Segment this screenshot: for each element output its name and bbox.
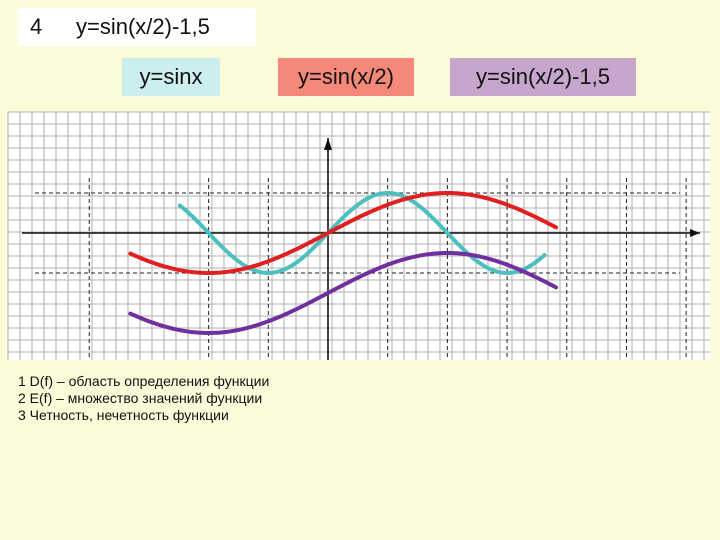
slide-title: y=sin(x/2)-1,5 bbox=[76, 14, 210, 39]
note-parity: 3 Четность, нечетность функции bbox=[18, 407, 229, 423]
curve-sin-half bbox=[128, 191, 558, 275]
y-axis-arrow bbox=[324, 138, 332, 150]
notes: 1 D(f) – область определения функции 2 E… bbox=[18, 373, 269, 424]
slide-number: 4 bbox=[30, 14, 43, 39]
curve-sinx bbox=[177, 191, 547, 275]
grid-background bbox=[8, 112, 710, 360]
legend-sinx: y=sinx bbox=[122, 58, 220, 96]
note-range: 2 E(f) – множество значений функции bbox=[18, 390, 263, 406]
title-box: 4 y=sin(x/2)-1,5 bbox=[18, 8, 256, 46]
x-axis-arrow bbox=[690, 229, 700, 237]
curve-sin-half-shifted bbox=[128, 251, 558, 335]
legend-sin-half: y=sin(x/2) bbox=[278, 58, 414, 96]
legend-sin-half-shifted: y=sin(x/2)-1,5 bbox=[450, 58, 636, 96]
note-domain: 1 D(f) – область определения функции bbox=[18, 373, 270, 389]
